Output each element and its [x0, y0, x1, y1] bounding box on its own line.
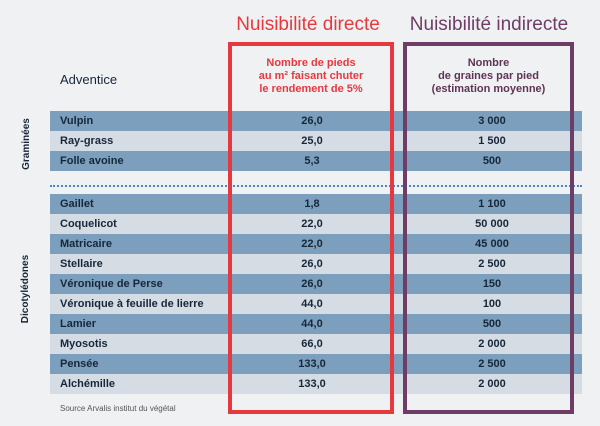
table-row: Véronique à feuille de lierre 44,0 100 — [50, 294, 582, 314]
weed-name: Gaillet — [60, 198, 94, 210]
indirect-value: 500 — [482, 318, 502, 330]
indirect-value: 2 000 — [478, 378, 506, 390]
direct-value: 22,0 — [301, 238, 323, 250]
indirect-value: 2 500 — [478, 358, 506, 370]
direct-value: 25,0 — [301, 135, 323, 147]
table-row: Folle avoine 5,3 500 — [50, 151, 582, 171]
direct-header-line: le rendement de 5% — [259, 83, 363, 95]
indirect-value: 100 — [482, 298, 502, 310]
direct-value: 26,0 — [301, 258, 323, 270]
weed-name: Alchémille — [60, 378, 116, 390]
weed-name: Vulpin — [60, 115, 94, 127]
table-row: Alchémille 133,0 2 000 — [50, 374, 582, 394]
weed-name: Folle avoine — [60, 155, 124, 167]
table-row: Ray-grass 25,0 1 500 — [50, 131, 582, 151]
direct-value: 22,0 — [301, 218, 323, 230]
table-row: Pensée 133,0 2 500 — [50, 354, 582, 374]
direct-value: 1,8 — [304, 198, 320, 210]
table-row: Matricaire 22,0 45 000 — [50, 234, 582, 254]
indirect-value: 150 — [482, 278, 502, 290]
table-row: Lamier 44,0 500 — [50, 314, 582, 334]
direct-value: 66,0 — [301, 338, 323, 350]
direct-header-line: au m² faisant chuter — [258, 70, 364, 82]
indirect-value: 2 000 — [478, 338, 506, 350]
weed-name: Myosotis — [60, 338, 108, 350]
indirect-column-header: Nombre de graines par pied (estimation m… — [410, 57, 567, 96]
direct-column-header: Nombre de pieds au m² faisant chuter le … — [235, 57, 387, 96]
indirect-value: 1 100 — [478, 198, 506, 210]
indirect-value: 500 — [482, 155, 502, 167]
indirect-header-line: (estimation moyenne) — [431, 83, 546, 95]
table-row: Stellaire 26,0 2 500 — [50, 254, 582, 274]
weed-name: Véronique de Perse — [60, 278, 163, 290]
indirect-value: 3 000 — [478, 115, 506, 127]
group-divider — [50, 185, 582, 187]
indirect-value: 50 000 — [475, 218, 509, 230]
direct-value: 44,0 — [301, 298, 323, 310]
source-note: Source Arvalis institut du végétal — [60, 404, 176, 413]
direct-value: 5,3 — [304, 155, 320, 167]
indirect-header-line: Nombre — [467, 57, 510, 69]
weed-name: Stellaire — [60, 258, 103, 270]
indirect-value: 45 000 — [475, 238, 509, 250]
direct-value: 44,0 — [301, 318, 323, 330]
weed-name: Pensée — [60, 358, 99, 370]
indirect-header-line: de graines par pied — [438, 70, 539, 82]
weed-name: Lamier — [60, 318, 97, 330]
weed-name: Matricaire — [60, 238, 112, 250]
direct-value: 133,0 — [298, 378, 326, 390]
group-label-graminees: Graminées — [21, 118, 32, 170]
direct-title: Nuisibilité directe — [236, 14, 380, 35]
direct-value: 133,0 — [298, 358, 326, 370]
group-label-dicotyledones: Dicotylédones — [20, 254, 31, 324]
adventice-header: Adventice — [60, 72, 118, 87]
table-row: Vulpin 26,0 3 000 — [50, 111, 582, 131]
weed-name: Ray-grass — [60, 135, 114, 147]
table-row: Gaillet 1,8 1 100 — [50, 194, 582, 214]
direct-frame — [228, 42, 394, 414]
direct-value: 26,0 — [301, 278, 323, 290]
indirect-title: Nuisibilité indirecte — [409, 14, 569, 35]
indirect-value: 1 500 — [478, 135, 506, 147]
direct-header-line: Nombre de pieds — [266, 57, 356, 69]
weed-name: Coquelicot — [60, 218, 117, 230]
table-row: Coquelicot 22,0 50 000 — [50, 214, 582, 234]
direct-value: 26,0 — [301, 115, 323, 127]
table-row: Myosotis 66,0 2 000 — [50, 334, 582, 354]
weed-name: Véronique à feuille de lierre — [60, 298, 204, 310]
indirect-frame — [403, 42, 574, 414]
table-row: Véronique de Perse 26,0 150 — [50, 274, 582, 294]
indirect-value: 2 500 — [478, 258, 506, 270]
